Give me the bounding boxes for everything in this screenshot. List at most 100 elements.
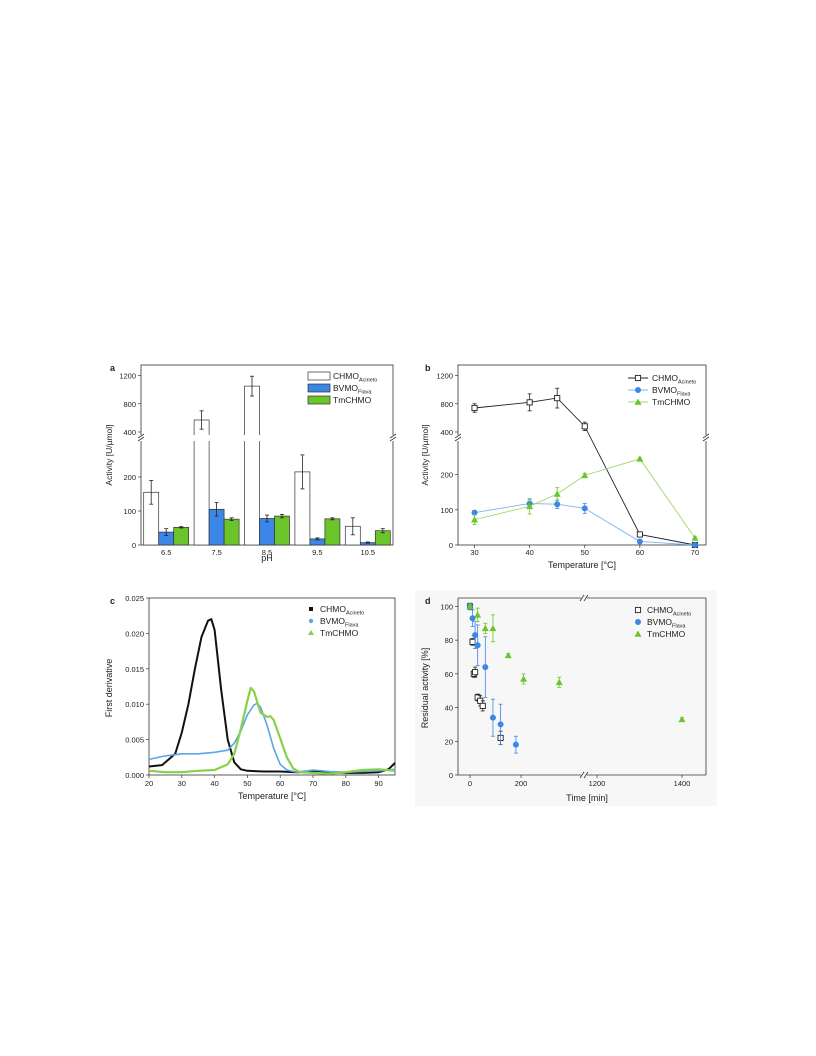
data-point (474, 611, 482, 618)
bar (244, 385, 260, 546)
x-axis-label: Time [min] (566, 793, 608, 803)
series-line (474, 503, 696, 546)
data-point (678, 715, 686, 723)
series-curve (148, 686, 396, 775)
data-point (469, 638, 476, 645)
y-tick-label: 100 (440, 602, 453, 611)
legend-name: CHMO (647, 605, 673, 615)
axis-break-mark (137, 433, 145, 439)
legend-subscript: Acineto (678, 380, 696, 386)
data-point (581, 471, 589, 479)
legend-marker (634, 606, 642, 614)
legend-label: BVMOFlava (333, 383, 372, 396)
y-tick-label: 0.000 (125, 771, 144, 780)
series-curve (148, 702, 396, 774)
axis-break-mark (454, 436, 462, 442)
legend-marker (634, 398, 642, 405)
legend-name: CHMO (320, 604, 346, 614)
axis-break-gap (581, 594, 587, 602)
y-tick-label: 20 (445, 737, 453, 746)
y-tick-label: 60 (445, 670, 453, 679)
legend-label: TmCHMO (333, 395, 372, 405)
y-axis-label: Residual activity [%] (420, 648, 430, 729)
data-point (554, 395, 561, 402)
x-tick-label: 8.5 (262, 548, 272, 557)
legend-marker (634, 374, 642, 382)
y-tick-label: 100 (123, 507, 136, 516)
y-tick-label: 800 (440, 400, 453, 409)
y-tick-label: 100 (440, 506, 453, 515)
y-axis-label: Activity [U/µmol] (104, 424, 114, 485)
plot-frame (457, 364, 707, 546)
x-tick-label: 1200 (589, 779, 606, 788)
data-point (471, 516, 479, 523)
bar-break-gap (243, 435, 261, 441)
x-tick-label: 80 (342, 779, 350, 788)
data-point (636, 538, 643, 545)
y-tick-label: 0 (449, 541, 453, 550)
series-line (474, 397, 696, 546)
axis-break-mark (579, 594, 585, 602)
x-tick-label: 30 (178, 779, 186, 788)
legend-marker (635, 619, 641, 625)
legend-label: BVMOFlava (652, 385, 691, 398)
legend-label: TmCHMO (652, 397, 691, 407)
bar (259, 518, 275, 546)
axis-break-gap (136, 435, 398, 441)
panel-background (415, 590, 717, 806)
y-axis-label: Activity [U/µmol] (420, 424, 430, 485)
legend-name: TmCHMO (652, 397, 691, 407)
y-tick-label: 0.015 (125, 665, 144, 674)
data-point (471, 509, 478, 516)
axis-break-mark (137, 436, 145, 442)
bar (274, 515, 290, 546)
series-line (474, 458, 696, 539)
y-tick-label: 1200 (436, 372, 453, 381)
legend-name: BVMO (647, 617, 672, 627)
legend-name: CHMO (333, 371, 359, 381)
axis-break-mark (454, 433, 462, 439)
data-point (691, 542, 698, 548)
x-tick-label: 40 (525, 548, 533, 557)
x-tick-label: 6.5 (161, 548, 171, 557)
data-point (581, 423, 588, 430)
bar-break-gap (193, 435, 211, 441)
plot-frame (148, 597, 396, 776)
x-tick-label: 60 (276, 779, 284, 788)
x-tick-label: 9.5 (312, 548, 322, 557)
y-tick-label: 40 (445, 704, 453, 713)
data-point (512, 741, 519, 748)
data-point (636, 531, 643, 538)
legend-name: TmCHMO (647, 629, 686, 639)
y-tick-label: 0 (449, 771, 453, 780)
x-axis-label: Temperature [°C] (238, 791, 306, 801)
x-tick-label: 20 (145, 779, 153, 788)
x-tick-label: 50 (243, 779, 251, 788)
legend-marker (635, 387, 641, 393)
legend-label: CHMOAcineto (333, 371, 377, 384)
legend-marker (308, 630, 314, 635)
x-tick-label: 60 (636, 548, 644, 557)
legend-subscript: Acineto (346, 611, 364, 617)
data-point (472, 632, 479, 639)
data-point (472, 669, 479, 676)
data-point (466, 602, 474, 610)
x-tick-label: 0 (468, 779, 472, 788)
legend-name: BVMO (333, 383, 358, 393)
y-tick-label: 400 (440, 428, 453, 437)
panel-letter: b (425, 363, 431, 373)
data-point (554, 501, 561, 508)
data-point (526, 399, 533, 406)
x-axis-label: pH (261, 553, 273, 563)
y-tick-label: 1200 (119, 372, 136, 381)
data-point (691, 534, 699, 541)
data-point (497, 721, 504, 728)
legend-label: CHMOAcineto (320, 604, 364, 617)
legend-label: CHMOAcineto (647, 605, 691, 618)
data-point (504, 651, 512, 659)
panel-letter: d (425, 596, 431, 606)
x-tick-label: 70 (691, 548, 699, 557)
data-point (526, 502, 534, 510)
x-tick-label: 200 (515, 779, 528, 788)
x-tick-label: 1400 (674, 779, 691, 788)
